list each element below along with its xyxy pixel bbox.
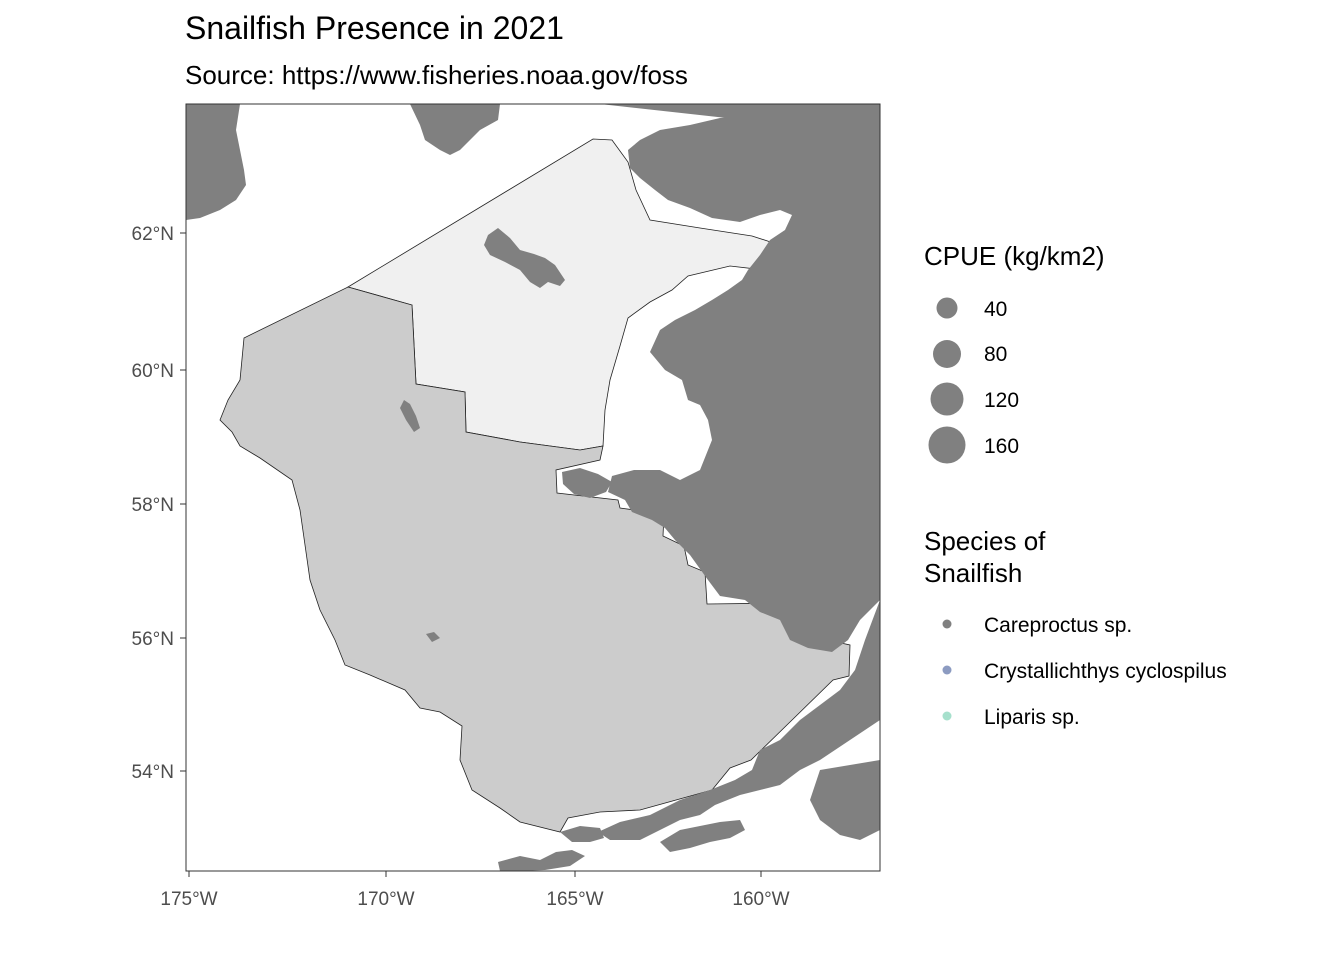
size-legend-label: 160 [984,435,1019,458]
species-legend: Careproctus sp. Crystallichthys cyclospi… [942,614,1227,729]
alaska-mainland [600,104,880,652]
species-legend-title: Species of Snailfish [924,526,1046,588]
size-legend-label: 80 [984,343,1007,366]
y-tick-label: 56°N [132,629,174,650]
species-legend-label: Crystallichthys cyclospilus [984,660,1227,683]
land-masses [186,104,880,871]
st-matthew-island [400,400,420,432]
y-tick-label: 58°N [132,495,174,516]
size-legend: 40 80 120 160 [928,297,1019,464]
chukotka-north [410,104,500,155]
x-tick-label: 175°W [160,889,217,910]
x-tick-label: 170°W [357,889,414,910]
y-tick-label: 60°N [132,361,174,382]
nunivak-island [562,468,612,498]
species-legend-label: Liparis sp. [984,706,1080,729]
x-tick-label: 160°W [732,889,789,910]
size-legend-title: CPUE (kg/km2) [924,241,1105,271]
chart-title: Snailfish Presence in 2021 [185,10,564,46]
size-legend-key [928,426,966,464]
aleutian-3 [660,820,745,852]
size-legend-key [930,382,964,416]
y-tick-label: 62°N [132,224,174,245]
species-legend-key [942,711,952,721]
pribilof-island [426,632,440,642]
x-axis: 175°W 170°W 165°W 160°W [160,871,790,910]
chukotka-coast [186,104,246,220]
size-legend-key [933,340,961,368]
species-legend-label: Careproctus sp. [984,614,1132,637]
y-axis: 62°N 60°N 58°N 56°N 54°N [132,224,186,783]
x-tick-label: 165°W [546,889,603,910]
size-legend-label: 120 [984,389,1019,412]
chart-subtitle: Source: https://www.fisheries.noaa.gov/f… [185,60,688,90]
map-panel [186,104,880,871]
size-legend-key [936,297,958,319]
alaska-peninsula [598,600,880,840]
species-legend-key [942,619,952,629]
size-legend-label: 40 [984,298,1007,321]
st-lawrence-island [484,228,565,288]
kodiak-area [810,760,880,840]
y-tick-label: 54°N [132,762,174,783]
aleutian-1 [498,850,585,871]
species-legend-key [942,665,952,675]
aleutian-2 [560,826,604,842]
panel-border [185,103,881,872]
